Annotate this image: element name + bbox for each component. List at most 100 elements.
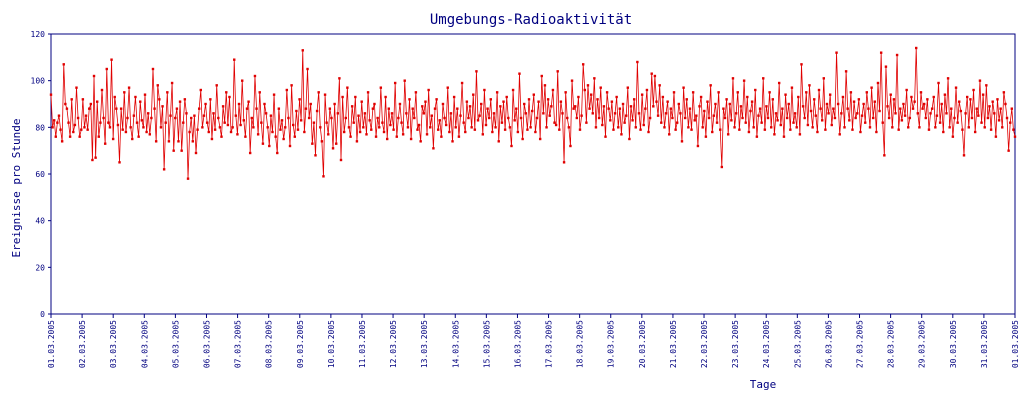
data-point — [515, 107, 518, 110]
x-tick-label: 28.03.2005 — [887, 320, 896, 368]
data-point — [664, 112, 668, 115]
data-point — [127, 86, 131, 89]
data-point — [895, 53, 899, 57]
data-point — [182, 121, 185, 124]
data-point — [194, 151, 198, 155]
data-point — [733, 126, 736, 129]
plot-area-frame — [50, 33, 1016, 315]
data-point — [494, 126, 497, 129]
x-tick-label: 04.03.2005 — [140, 320, 149, 368]
data-point — [292, 123, 295, 127]
data-point — [430, 114, 434, 117]
data-point — [793, 112, 797, 115]
data-point — [80, 128, 83, 131]
data-point — [566, 116, 569, 120]
data-point — [132, 114, 136, 117]
data-point — [239, 123, 242, 127]
data-point — [389, 123, 392, 127]
data-point — [868, 126, 872, 129]
data-point — [709, 84, 712, 87]
data-point — [212, 112, 215, 115]
data-point — [655, 100, 658, 103]
data-point — [1002, 91, 1006, 94]
data-point — [72, 130, 75, 134]
data-point — [392, 128, 395, 131]
data-point — [953, 116, 956, 120]
data-point — [607, 107, 610, 110]
data-point — [599, 86, 602, 89]
data-point — [456, 107, 459, 110]
data-point — [800, 63, 803, 66]
data-point — [750, 100, 754, 103]
data-point — [661, 95, 665, 99]
data-point — [322, 175, 325, 178]
data-point — [247, 100, 250, 103]
data-point — [100, 88, 104, 92]
x-tick-label: 30.03.2005 — [949, 320, 958, 368]
data-point — [731, 77, 735, 80]
data-point — [253, 74, 257, 78]
data-point — [237, 102, 241, 106]
data-point — [96, 100, 99, 103]
data-point — [414, 91, 418, 94]
data-point — [342, 130, 346, 134]
data-point — [618, 107, 622, 110]
data-point — [707, 116, 711, 120]
data-point — [397, 116, 400, 120]
data-point — [390, 112, 394, 115]
data-point — [580, 114, 583, 117]
y-tick-label: 60 — [35, 170, 45, 179]
y-tick-label: 20 — [35, 263, 45, 272]
data-point — [220, 135, 223, 138]
data-point — [902, 102, 905, 106]
data-point — [284, 126, 287, 129]
data-point — [365, 133, 368, 136]
data-point — [981, 93, 985, 96]
data-point — [540, 74, 543, 78]
x-tick-label: 10.03.2005 — [327, 320, 336, 368]
data-point — [503, 128, 507, 131]
data-point — [298, 98, 301, 101]
data-point — [421, 105, 424, 108]
data-point — [172, 149, 175, 152]
data-point — [347, 126, 351, 129]
data-point — [734, 112, 738, 115]
data-point — [209, 98, 212, 101]
data-point — [623, 121, 626, 124]
data-point — [231, 126, 234, 129]
data-point — [628, 137, 631, 141]
data-point — [440, 135, 443, 138]
data-point — [696, 144, 700, 148]
data-point — [492, 112, 496, 115]
data-point — [550, 105, 553, 108]
data-point — [288, 144, 292, 148]
data-point — [449, 112, 453, 115]
data-point — [207, 130, 210, 134]
data-point — [381, 121, 384, 124]
data-point — [921, 107, 924, 110]
data-point — [765, 105, 768, 108]
data-point — [156, 84, 159, 87]
data-point — [487, 116, 491, 120]
data-point — [256, 133, 260, 136]
data-point — [370, 128, 373, 131]
data-point — [408, 98, 411, 101]
data-point — [749, 109, 752, 113]
data-point — [436, 128, 440, 131]
x-axis: 01.03.2005 02.03.2005 03.03.2005 04.03.2005… — [47, 314, 1020, 368]
data-point — [999, 107, 1002, 110]
data-point — [468, 105, 472, 108]
data-point — [704, 135, 708, 138]
data-point — [164, 121, 167, 124]
data-point — [806, 123, 810, 127]
data-point — [553, 121, 556, 124]
data-point — [816, 130, 819, 134]
data-point — [266, 126, 269, 129]
data-point — [1010, 107, 1014, 110]
data-point — [252, 126, 255, 129]
data-point — [625, 114, 628, 117]
x-tick-label: 15.03.2005 — [482, 320, 491, 368]
data-point — [131, 137, 134, 141]
data-point — [429, 126, 432, 129]
data-point — [865, 91, 869, 94]
